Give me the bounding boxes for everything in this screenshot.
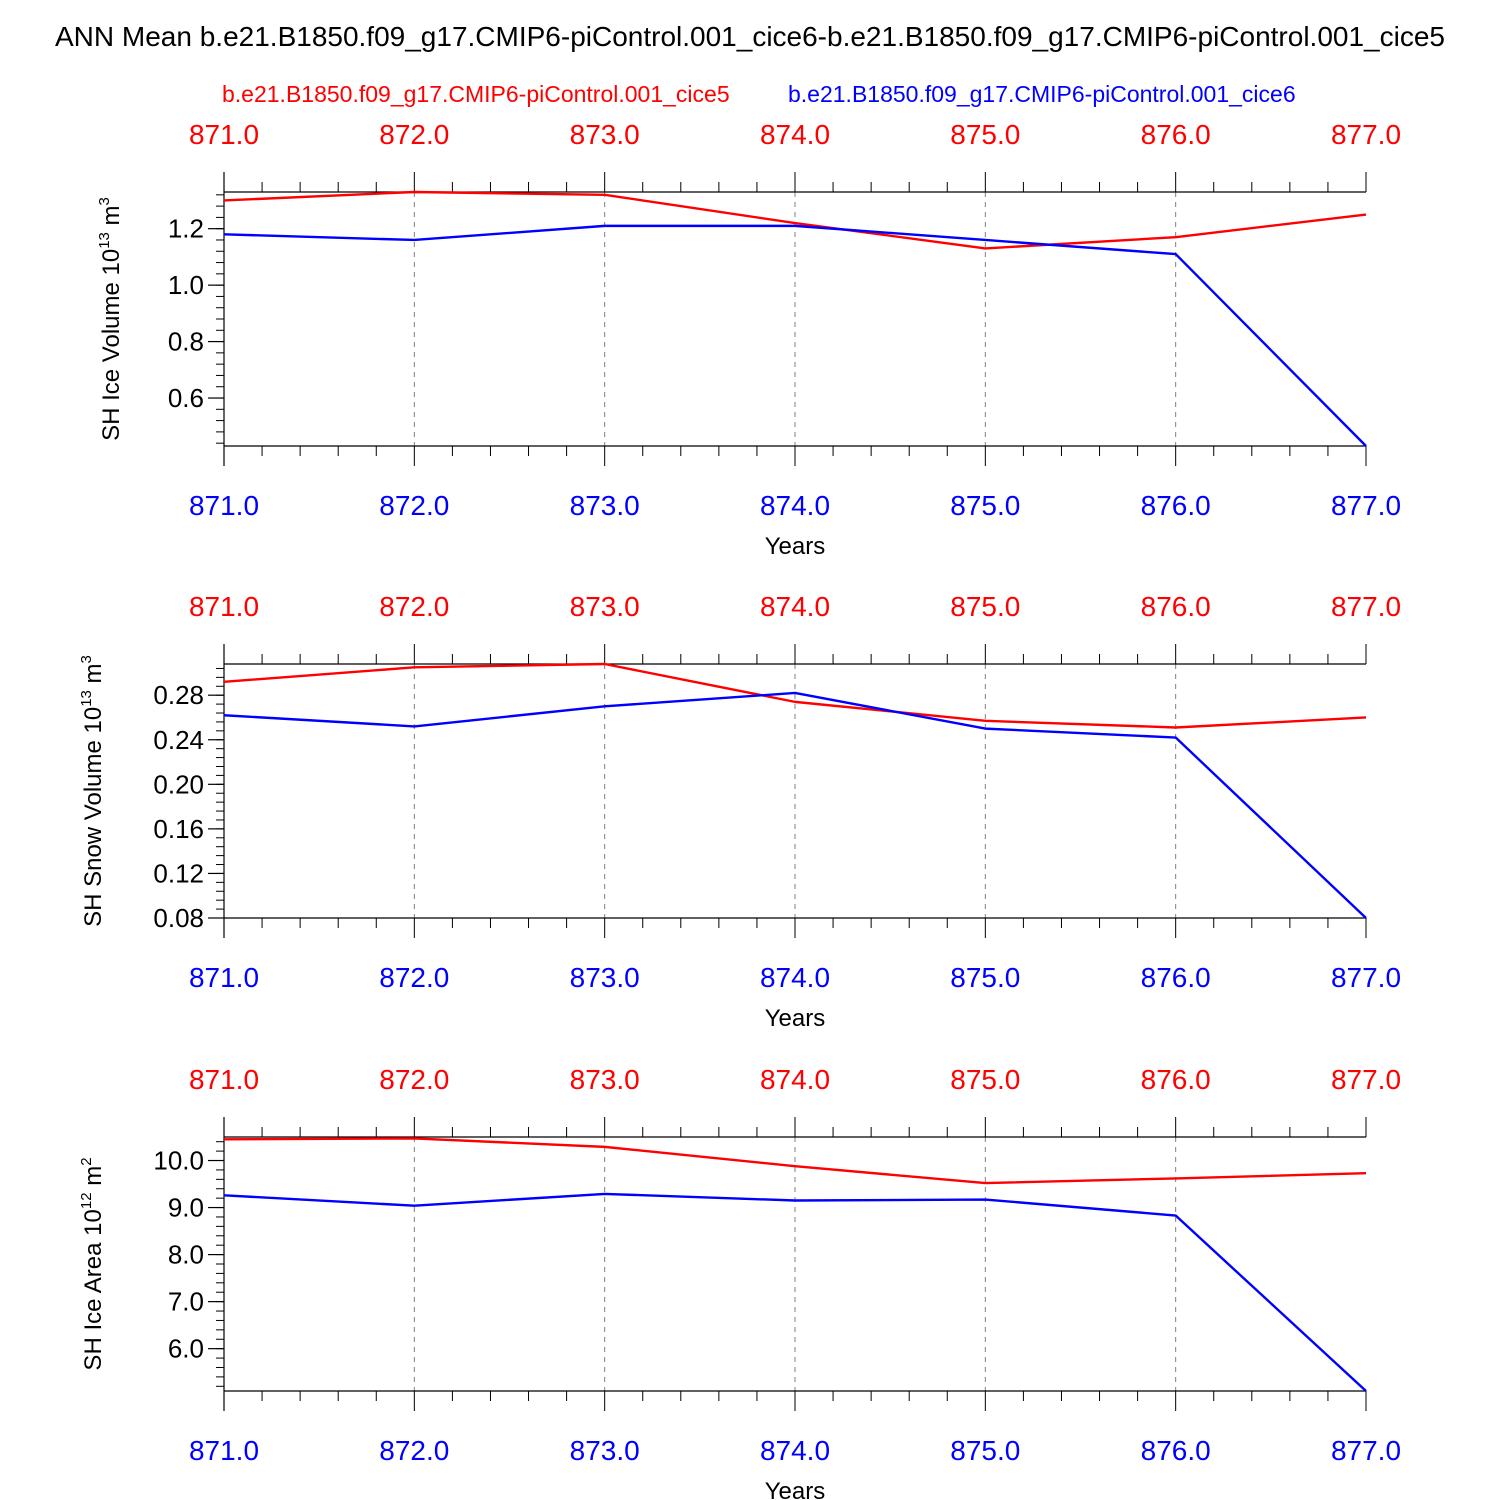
- x-axis-label: Years: [765, 1478, 826, 1500]
- y-tick-label: 1.0: [168, 270, 204, 300]
- y-tick-label: 0.08: [153, 903, 204, 933]
- chart-panels: 0.6 0.8 1.0 1.2 871.0 871.0 872.0 872.0 873.0 873…: [78, 119, 1401, 1500]
- x-tick-label-bottom: 872.0: [379, 490, 449, 521]
- x-tick-label-top: 873.0: [570, 119, 640, 150]
- x-tick-label-bottom: 872.0: [379, 1435, 449, 1466]
- x-tick-label-top: 871.0: [189, 1064, 259, 1095]
- x-tick-label-bottom: 873.0: [570, 1435, 640, 1466]
- y-tick-label: 0.16: [153, 814, 204, 844]
- x-tick-label-top: 874.0: [760, 591, 830, 622]
- x-tick-label-top: 871.0: [189, 591, 259, 622]
- legend-cice6: b.e21.B1850.f09_g17.CMIP6-piControl.001_…: [788, 81, 1296, 107]
- y-axis-label-exponent: 13: [78, 690, 95, 707]
- x-tick-label-top: 876.0: [1141, 591, 1211, 622]
- x-tick-label-top: 875.0: [950, 119, 1020, 150]
- x-tick-label-bottom: 872.0: [379, 962, 449, 993]
- x-tick-label-top: 875.0: [950, 1064, 1020, 1095]
- y-axis-label-unit: m: [98, 205, 125, 232]
- x-tick-label-bottom: 877.0: [1331, 1435, 1401, 1466]
- series-line-cice6: [223, 691, 1367, 919]
- x-tick-label-top: 872.0: [379, 119, 449, 150]
- chart-panel-2: 0.08 0.12 0.16 0.20 0.24 0.28 871.0 871.0 872.0 8…: [78, 591, 1401, 1032]
- x-axis-label: Years: [765, 533, 826, 560]
- x-tick-label-bottom: 876.0: [1141, 1435, 1211, 1466]
- series-line-cice5: [223, 190, 1367, 250]
- y-axis-label: SH Ice Volume 1013 m3: [96, 197, 125, 441]
- x-tick-label-bottom: 874.0: [760, 490, 830, 521]
- y-axis-label-text: SH Snow Volume 10: [80, 707, 107, 927]
- y-axis-label-text: SH Ice Area 10: [80, 1209, 107, 1370]
- x-tick-label-top: 875.0: [950, 591, 1020, 622]
- series-line-cice6: [223, 224, 1367, 447]
- x-tick-label-bottom: 876.0: [1141, 490, 1211, 521]
- x-tick-label-bottom: 877.0: [1331, 962, 1401, 993]
- figure-title: ANN Mean b.e21.B1850.f09_g17.CMIP6-piCon…: [55, 21, 1445, 52]
- chart-panel-3: 6.0 7.0 8.0 9.0 10.0 871.0 871.0 872.0 872.0 873.…: [78, 1064, 1401, 1500]
- x-tick-label-bottom: 874.0: [760, 1435, 830, 1466]
- x-tick-label-top: 877.0: [1331, 1064, 1401, 1095]
- x-tick-label-bottom: 871.0: [189, 962, 259, 993]
- y-axis-label-unit-exponent: 2: [78, 1157, 95, 1165]
- x-tick-label-bottom: 871.0: [189, 1435, 259, 1466]
- x-tick-label-bottom: 873.0: [570, 962, 640, 993]
- y-tick-label: 0.8: [168, 327, 204, 357]
- y-axis-label-unit: m: [80, 1166, 107, 1193]
- x-tick-label-top: 873.0: [570, 1064, 640, 1095]
- y-axis-label: SH Snow Volume 1013 m3: [78, 655, 107, 927]
- y-tick-label: 0.12: [153, 858, 204, 888]
- x-tick-label-bottom: 875.0: [950, 490, 1020, 521]
- y-tick-label: 6.0: [168, 1334, 204, 1364]
- y-tick-label: 0.6: [168, 383, 204, 413]
- x-tick-label-top: 874.0: [760, 1064, 830, 1095]
- x-tick-label-bottom: 876.0: [1141, 962, 1211, 993]
- y-tick-label: 0.20: [153, 769, 204, 799]
- legend-cice5: b.e21.B1850.f09_g17.CMIP6-piControl.001_…: [222, 81, 730, 107]
- x-tick-label-top: 873.0: [570, 591, 640, 622]
- x-tick-label-bottom: 874.0: [760, 962, 830, 993]
- y-tick-label: 7.0: [168, 1287, 204, 1317]
- x-tick-label-top: 871.0: [189, 119, 259, 150]
- y-axis-label-exponent: 12: [78, 1192, 95, 1209]
- chart-panel-1: 0.6 0.8 1.0 1.2 871.0 871.0 872.0 872.0 873.0 873…: [96, 119, 1401, 560]
- y-tick-label: 9.0: [168, 1193, 204, 1223]
- series-line-cice5: [223, 1137, 1367, 1185]
- x-tick-label-top: 872.0: [379, 1064, 449, 1095]
- y-axis-label-unit: m: [80, 663, 107, 690]
- series-line-cice5: [223, 662, 1367, 729]
- x-tick-label-top: 877.0: [1331, 591, 1401, 622]
- series-line-cice6: [223, 1192, 1367, 1392]
- y-tick-label: 1.2: [168, 214, 204, 244]
- x-tick-label-bottom: 875.0: [950, 1435, 1020, 1466]
- x-tick-label-top: 876.0: [1141, 119, 1211, 150]
- y-tick-label: 0.24: [153, 725, 204, 755]
- x-tick-label-top: 872.0: [379, 591, 449, 622]
- y-axis-label-exponent: 13: [96, 232, 113, 249]
- y-axis-label-unit-exponent: 3: [78, 655, 95, 663]
- y-tick-label: 8.0: [168, 1240, 204, 1270]
- y-tick-label: 0.28: [153, 680, 204, 710]
- y-tick-label: 10.0: [153, 1146, 204, 1176]
- x-tick-label-bottom: 873.0: [570, 490, 640, 521]
- y-axis-label: SH Ice Area 1012 m2: [78, 1157, 107, 1370]
- x-tick-label-bottom: 875.0: [950, 962, 1020, 993]
- x-tick-label-bottom: 877.0: [1331, 490, 1401, 521]
- x-tick-label-top: 876.0: [1141, 1064, 1211, 1095]
- x-axis-label: Years: [765, 1005, 826, 1032]
- x-tick-label-top: 874.0: [760, 119, 830, 150]
- x-tick-label-bottom: 871.0: [189, 490, 259, 521]
- y-axis-label-unit-exponent: 3: [96, 197, 113, 205]
- x-tick-label-top: 877.0: [1331, 119, 1401, 150]
- y-axis-label-text: SH Ice Volume 10: [98, 249, 125, 441]
